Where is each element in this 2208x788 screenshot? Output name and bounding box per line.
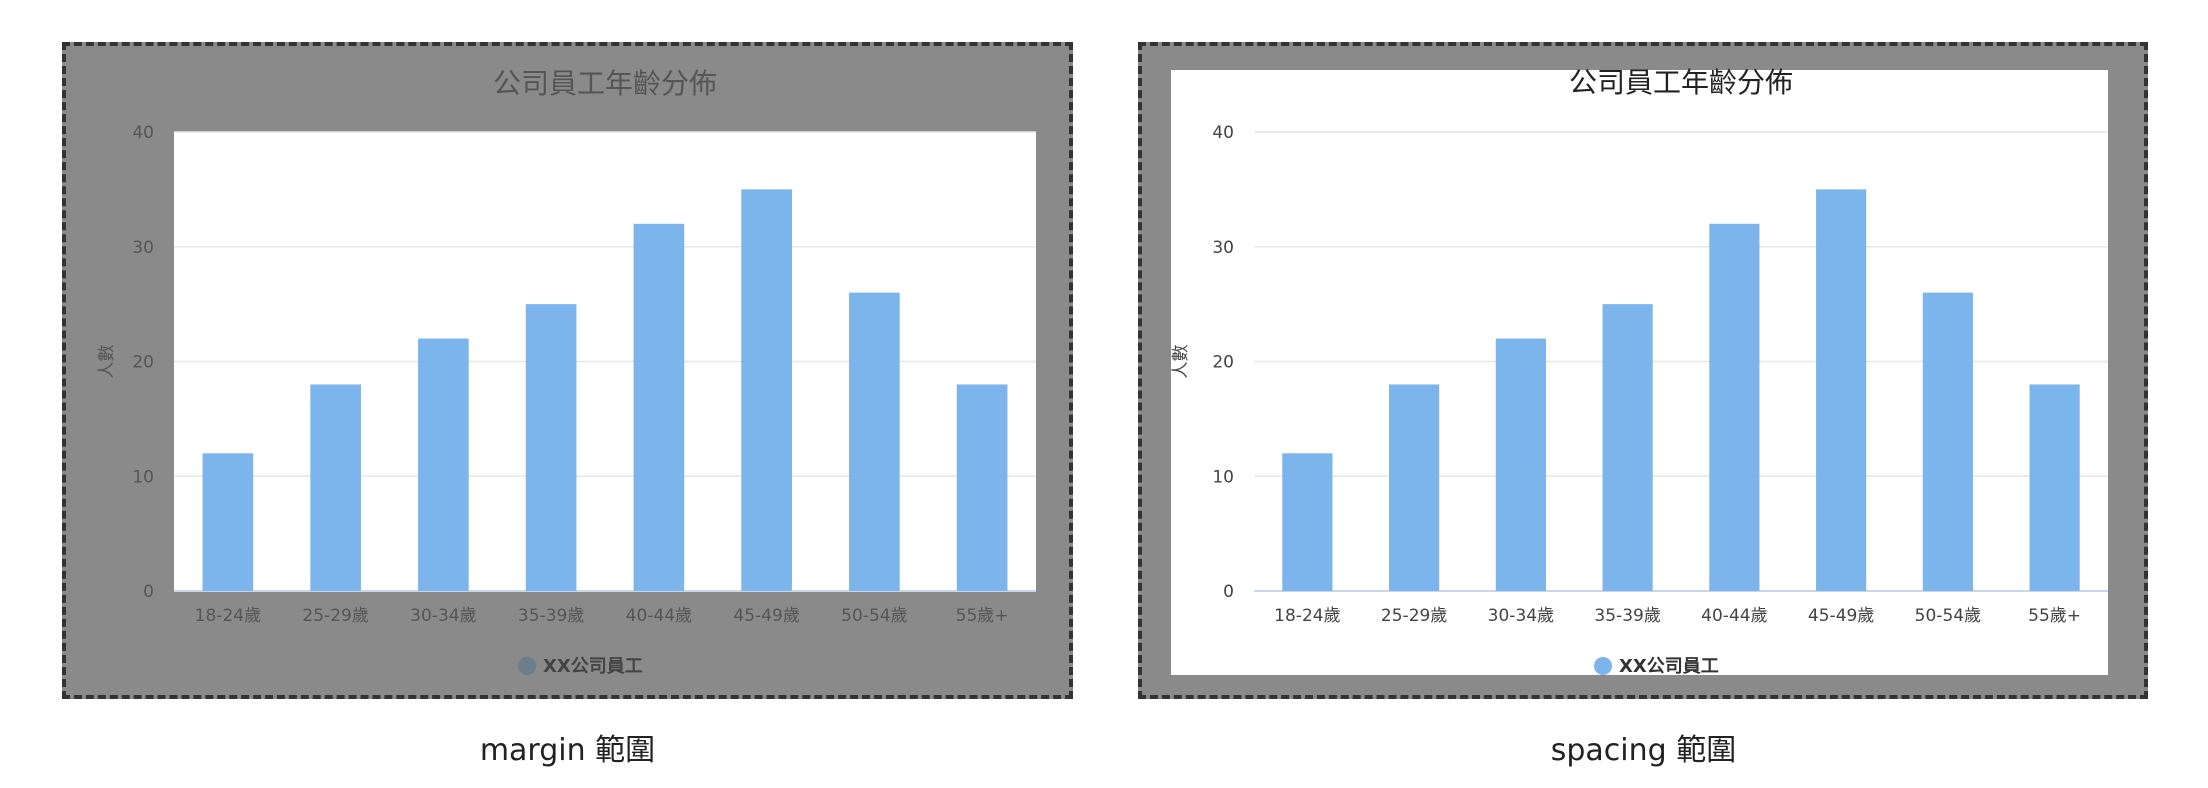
bar[interactable] xyxy=(1602,304,1653,591)
y-tick-label: 30 xyxy=(1212,238,1234,258)
x-tick-label: 30-34歲 xyxy=(1488,606,1554,626)
x-tick-label: 55歲+ xyxy=(2028,606,2081,626)
chart-title: 公司員工年齡分佈 xyxy=(1569,66,1793,99)
bar[interactable] xyxy=(1922,292,1973,591)
spacing-chart: 公司員工年齡分佈 0 10 20 30 40 人數 18-24歲 25-29歲 30-34歲 35-… xyxy=(1171,66,2108,677)
bar[interactable] xyxy=(849,292,900,591)
bar[interactable] xyxy=(418,338,469,591)
bar[interactable] xyxy=(310,384,361,591)
x-tick-label: 40-44歲 xyxy=(1701,606,1767,626)
y-tick-label: 0 xyxy=(143,582,154,602)
bar[interactable] xyxy=(741,189,792,591)
bar[interactable] xyxy=(1816,189,1867,591)
x-tick-label: 45-49歲 xyxy=(733,606,799,626)
bar[interactable] xyxy=(633,223,685,592)
margin-caption: margin 範圍 xyxy=(479,733,656,768)
spacing-caption: spacing 範圍 xyxy=(1550,733,1737,768)
bar[interactable] xyxy=(1495,338,1546,591)
y-tick-label: 0 xyxy=(1223,582,1234,602)
y-tick-label: 20 xyxy=(132,353,154,373)
legend-label[interactable]: XX公司員工 xyxy=(1619,656,1719,677)
y-tick-label: 30 xyxy=(132,238,154,258)
bar[interactable] xyxy=(2029,384,2080,591)
x-tick-label: 40-44歲 xyxy=(626,606,692,626)
legend-marker[interactable] xyxy=(518,657,536,675)
legend-label[interactable]: XX公司員工 xyxy=(543,656,643,677)
y-tick-label: 20 xyxy=(1212,353,1234,373)
y-tick-label: 40 xyxy=(1212,123,1234,143)
y-tick-label: 10 xyxy=(1212,467,1234,487)
x-tick-label: 35-39歲 xyxy=(1594,606,1660,626)
x-tick-label: 45-49歲 xyxy=(1808,606,1874,626)
margin-chart: 公司員工年齡分佈 0 10 20 30 40 人數 18-24歲 25-29歲 30-34歲 35-… xyxy=(97,67,1036,677)
bar[interactable] xyxy=(956,384,1008,591)
x-tick-label: 18-24歲 xyxy=(1274,606,1340,626)
x-tick-label: 50-54歲 xyxy=(841,606,907,626)
x-tick-label: 35-39歲 xyxy=(518,606,584,626)
y-axis-label: 人數 xyxy=(97,345,117,379)
y-axis-label: 人數 xyxy=(1171,345,1191,379)
spacing-demo-panel: 公司員工年齡分佈 0 10 20 30 40 人數 18-24歲 25-29歲 30-34歲 35-… xyxy=(1138,42,2148,699)
x-tick-label: 18-24歲 xyxy=(195,606,261,626)
bar[interactable] xyxy=(1282,453,1333,591)
bar[interactable] xyxy=(1709,223,1760,592)
x-tick-label: 50-54歲 xyxy=(1915,606,1981,626)
margin-demo-panel: 公司員工年齡分佈 0 10 20 30 40 人數 18-24歲 25-29歲 30-34歲 35-… xyxy=(62,42,1073,699)
bar[interactable] xyxy=(1389,384,1440,591)
y-tick-label: 10 xyxy=(132,467,154,487)
x-tick-label: 25-29歲 xyxy=(302,606,368,626)
bar[interactable] xyxy=(202,453,254,591)
y-tick-label: 40 xyxy=(132,123,154,143)
x-tick-label: 30-34歲 xyxy=(410,606,476,626)
legend-marker[interactable] xyxy=(1594,657,1612,675)
x-tick-label: 25-29歲 xyxy=(1381,606,1447,626)
x-tick-label: 55歲+ xyxy=(956,606,1009,626)
bar[interactable] xyxy=(525,304,577,591)
chart-title: 公司員工年齡分佈 xyxy=(493,67,717,100)
